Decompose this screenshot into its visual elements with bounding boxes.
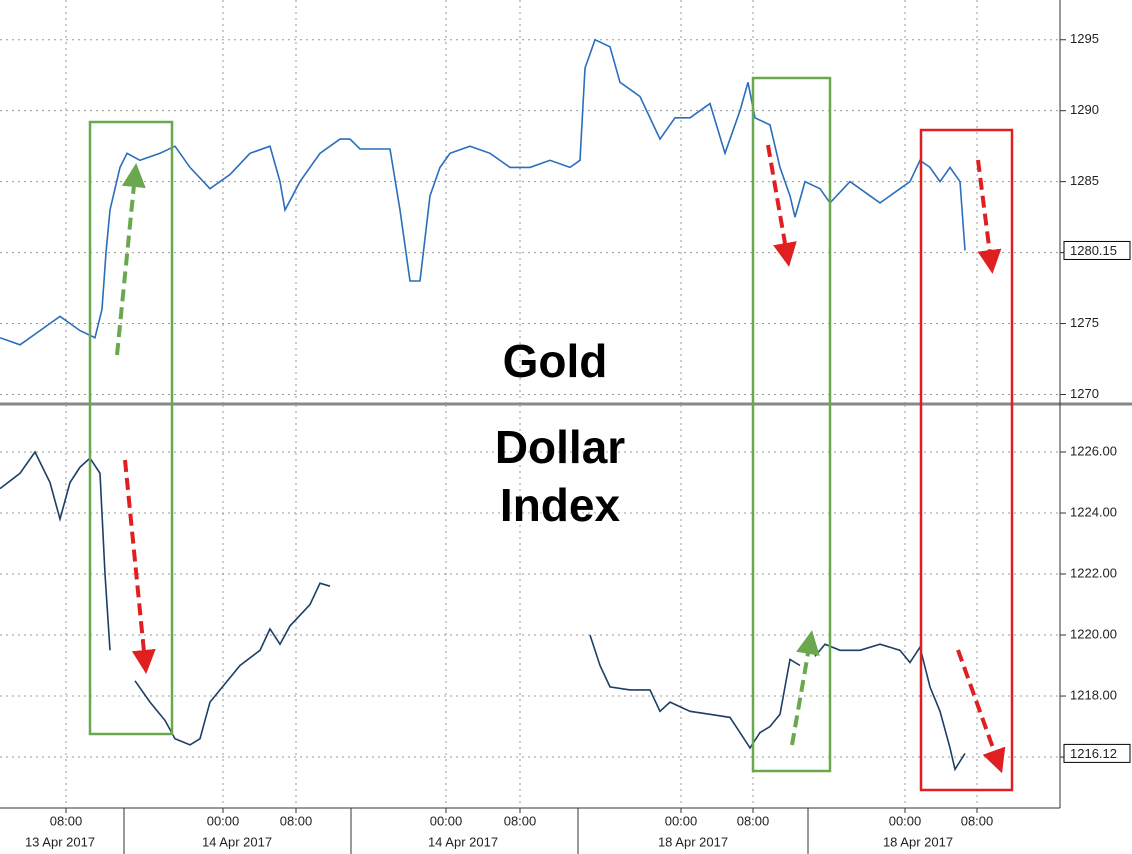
date-label: 18 Apr 2017 — [883, 834, 953, 849]
highlight-box — [751, 76, 832, 773]
date-label: 13 Apr 2017 — [25, 834, 95, 849]
arrow — [790, 630, 820, 746]
price-line — [0, 450, 966, 772]
last-value-label: 1280.15 — [1070, 243, 1117, 258]
arrow — [956, 649, 1006, 774]
annotation: Dollar Index — [494, 421, 626, 531]
y-tick-label: 1218.00 — [1070, 687, 1117, 702]
highlight-box — [919, 128, 1014, 792]
y-tick-label: 1222.00 — [1070, 565, 1117, 580]
x-tick-label: 00:00 — [889, 813, 922, 828]
last-value-box — [1063, 240, 1131, 260]
date-label: 14 Apr 2017 — [202, 834, 272, 849]
date-label: 18 Apr 2017 — [658, 834, 728, 849]
x-tick-label: 00:00 — [665, 813, 698, 828]
x-tick-label: 08:00 — [280, 813, 313, 828]
x-tick-label: 00:00 — [207, 813, 240, 828]
last-value-box — [1063, 743, 1131, 763]
last-value-label: 1216.12 — [1070, 746, 1117, 761]
arrow — [766, 144, 797, 267]
date-label: 14 Apr 2017 — [428, 834, 498, 849]
x-tick-label: 08:00 — [961, 813, 994, 828]
y-tick-label: 1290 — [1070, 102, 1099, 117]
y-tick-label: 1220.00 — [1070, 626, 1117, 641]
arrow — [115, 163, 146, 356]
x-tick-label: 08:00 — [737, 813, 770, 828]
arrow — [123, 459, 156, 674]
x-tick-label: 00:00 — [430, 813, 463, 828]
x-tick-label: 08:00 — [50, 813, 83, 828]
y-tick-label: 1226.00 — [1070, 443, 1117, 458]
y-tick-label: 1270 — [1070, 386, 1099, 401]
annotation: Gold — [502, 335, 608, 387]
y-tick-label: 1285 — [1070, 173, 1099, 188]
arrow — [976, 159, 1002, 274]
price-line — [0, 38, 966, 346]
x-tick-label: 08:00 — [504, 813, 537, 828]
y-tick-label: 1275 — [1070, 315, 1099, 330]
y-tick-label: 1224.00 — [1070, 504, 1117, 519]
y-tick-label: 1295 — [1070, 31, 1099, 46]
highlight-box — [88, 120, 174, 736]
